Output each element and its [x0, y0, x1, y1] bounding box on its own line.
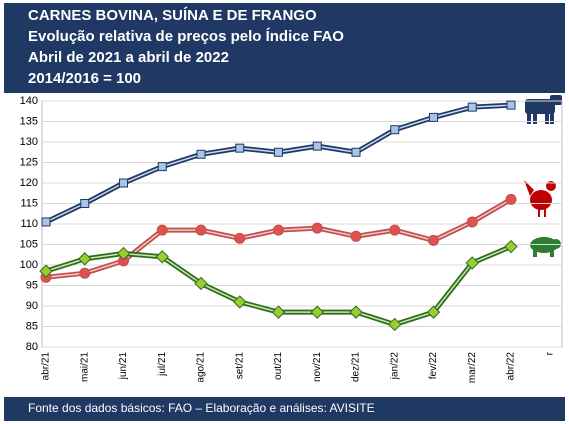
marker — [156, 224, 168, 236]
marker — [350, 230, 362, 242]
x-tick-label: dez/21 — [351, 352, 362, 382]
y-tick-label: 115 — [20, 197, 38, 209]
marker — [349, 305, 363, 319]
y-tick-label: 105 — [20, 238, 38, 250]
y-tick-label: 110 — [20, 218, 38, 230]
y-tick-label: 80 — [26, 341, 38, 353]
source: Fonte dos dados básicos: FAO – Elaboraçã… — [28, 401, 375, 415]
x-tick-label: set/21 — [234, 352, 245, 380]
marker — [312, 141, 322, 151]
title-line: Evolução relativa de preços pelo Índice … — [28, 28, 344, 45]
marker — [505, 193, 517, 205]
marker — [196, 149, 206, 159]
x-tick-label: jan/22 — [389, 352, 400, 381]
marker — [157, 162, 167, 172]
marker — [429, 112, 438, 122]
marker — [274, 147, 283, 157]
marker — [78, 252, 92, 266]
marker — [273, 224, 284, 236]
x-tick-label: r — [544, 351, 555, 355]
x-tick-label: abr/21 — [41, 352, 52, 381]
marker — [428, 234, 439, 246]
y-tick-label: 140 — [20, 95, 38, 107]
y-tick-label: 125 — [20, 156, 38, 168]
marker — [233, 295, 247, 309]
x-tick-label: mai/21 — [79, 352, 90, 382]
x-tick-label: jun/21 — [118, 352, 129, 381]
marker — [311, 222, 323, 234]
x-tick-label: fev/22 — [428, 352, 439, 380]
marker — [194, 276, 208, 291]
y-tick-label: 135 — [20, 115, 38, 127]
x-tick-label: ago/21 — [196, 352, 207, 383]
marker — [235, 143, 245, 153]
marker — [467, 102, 477, 112]
marker — [388, 317, 402, 332]
marker — [41, 217, 51, 227]
marker — [271, 305, 286, 319]
marker — [195, 224, 207, 236]
marker — [116, 246, 131, 261]
marker — [504, 239, 518, 254]
y-tick-label: 120 — [20, 177, 38, 189]
marker — [506, 100, 516, 110]
marker — [426, 305, 441, 319]
title-line: Abril de 2021 a abril de 2022 — [28, 49, 229, 66]
marker — [80, 199, 90, 208]
marker — [79, 267, 91, 279]
marker — [390, 125, 400, 135]
x-tick-label: mar/22 — [467, 352, 478, 384]
marker — [465, 256, 479, 270]
marker — [119, 178, 128, 188]
cow-icon — [525, 95, 562, 124]
x-tick-label: jul/21 — [157, 352, 168, 377]
y-tick-label: 100 — [20, 259, 38, 271]
y-tick-label: 85 — [26, 320, 38, 332]
header — [4, 3, 565, 93]
marker — [155, 250, 169, 264]
title-line: 2014/2016 = 100 — [28, 70, 141, 87]
title-line: CARNES BOVINA, SUÍNA E DE FRANGO — [28, 7, 317, 24]
footer — [4, 397, 565, 421]
marker — [234, 232, 246, 244]
x-tick-label: abr/22 — [506, 352, 517, 381]
x-tick-label: nov/21 — [312, 352, 323, 382]
marker — [389, 224, 401, 236]
marker — [466, 216, 478, 228]
marker — [310, 305, 324, 319]
y-tick-label: 90 — [26, 300, 38, 312]
x-tick-label: out/21 — [273, 352, 284, 380]
y-tick-label: 130 — [20, 136, 38, 148]
marker — [351, 147, 361, 157]
y-tick-label: 95 — [26, 279, 38, 291]
marker — [39, 264, 53, 278]
